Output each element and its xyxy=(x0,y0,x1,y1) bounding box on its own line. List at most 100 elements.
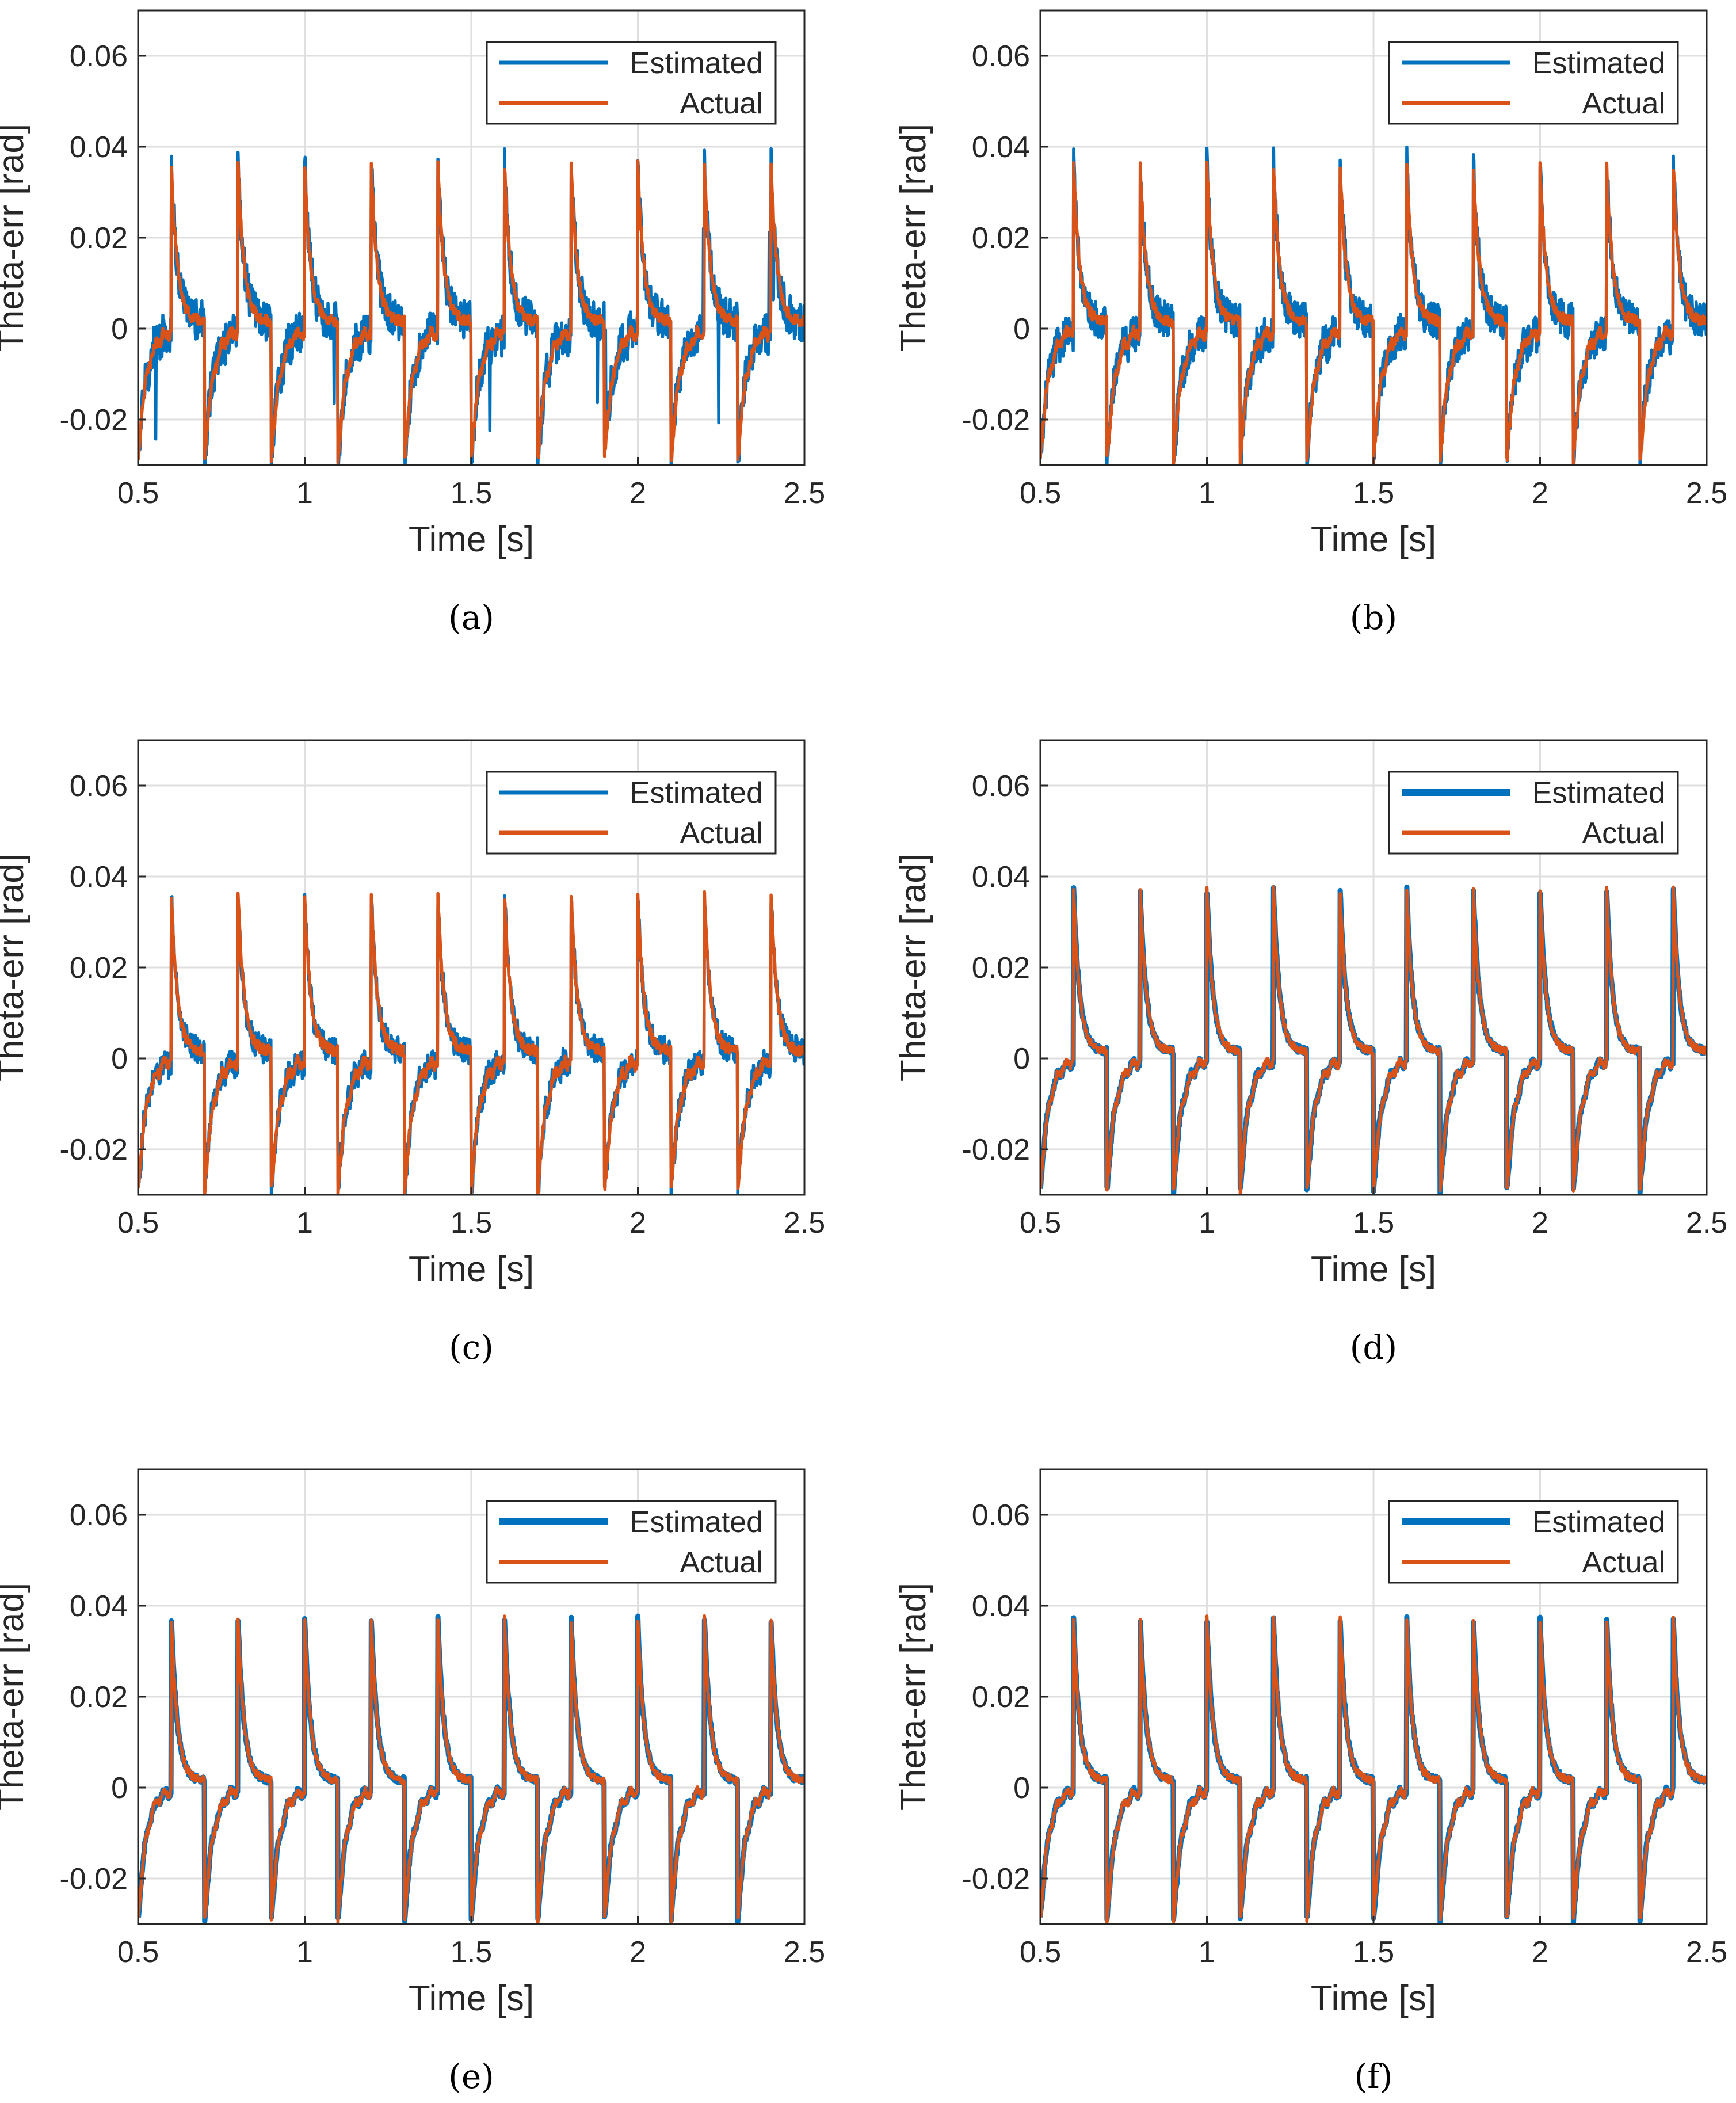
legend-label-actual: Actual xyxy=(680,87,763,120)
x-axis-label: Time [s] xyxy=(1311,1249,1436,1289)
legend-label-actual: Actual xyxy=(1582,1546,1665,1579)
x-tick-label: 0.5 xyxy=(117,1206,159,1240)
legend: Estimated Actual xyxy=(1388,1500,1679,1584)
legend-box xyxy=(486,771,777,855)
x-tick-label: 2.5 xyxy=(1686,1206,1727,1240)
y-tick-label: 0.02 xyxy=(972,951,1030,985)
chart-panel-b: 0.5 1 1.5 2 2.5 -0.02 0 0.02 0.04 0.06 Time [s] The… xyxy=(894,9,1727,637)
legend-box xyxy=(486,41,777,125)
y-tick-label: 0.02 xyxy=(70,222,128,255)
chart-panel-e: 0.5 1 1.5 2 2.5 -0.02 0 0.02 0.04 0.06 Time [s] The… xyxy=(0,1468,825,2096)
y-tick-label: 0.06 xyxy=(70,769,128,803)
legend-label-estimated: Estimated xyxy=(630,47,763,80)
y-tick-label: 0.04 xyxy=(70,1590,128,1623)
x-tick-label: 1.5 xyxy=(451,1206,492,1240)
y-tick-label: -0.02 xyxy=(962,1862,1030,1896)
x-tick-label: 1.5 xyxy=(1353,477,1394,510)
legend-label-estimated: Estimated xyxy=(630,776,763,810)
x-axis-label: Time [s] xyxy=(1311,520,1436,559)
panel-caption: (b) xyxy=(1350,598,1397,637)
legend-label-actual: Actual xyxy=(680,1546,763,1579)
legend-label-estimated: Estimated xyxy=(1532,47,1665,80)
legend: Estimated Actual xyxy=(1388,41,1679,125)
chart-panel-f: 0.5 1 1.5 2 2.5 -0.02 0 0.02 0.04 0.06 Time [s] The… xyxy=(894,1468,1727,2096)
x-axis-label: Time [s] xyxy=(409,520,534,559)
y-tick-label: 0.06 xyxy=(972,769,1030,803)
series-group xyxy=(1040,145,1707,465)
panel-caption: (d) xyxy=(1350,1328,1397,1367)
y-tick-label: 0 xyxy=(111,1042,128,1076)
y-tick-label: 0.04 xyxy=(972,1590,1030,1623)
y-tick-label: 0.02 xyxy=(972,222,1030,255)
legend: Estimated Actual xyxy=(486,41,777,125)
x-tick-label: 2.5 xyxy=(1686,477,1727,510)
legend-label-actual: Actual xyxy=(680,817,763,850)
x-tick-label: 1.5 xyxy=(1353,1936,1394,1969)
y-tick-label: -0.02 xyxy=(59,403,128,437)
y-tick-label: 0.06 xyxy=(972,40,1030,73)
series-group xyxy=(138,147,804,465)
x-tick-label: 0.5 xyxy=(1020,1206,1061,1240)
y-tick-label: 0.02 xyxy=(972,1681,1030,1714)
legend-label-estimated: Estimated xyxy=(1532,776,1665,810)
x-tick-label: 0.5 xyxy=(117,1936,159,1969)
y-tick-label: 0 xyxy=(1013,1042,1030,1076)
y-tick-label: 0 xyxy=(111,1771,128,1805)
y-axis-label: Theta-err [rad] xyxy=(894,124,933,352)
x-tick-label: 2 xyxy=(629,1206,646,1240)
chart-panel-a: 0.5 1 1.5 2 2.5 -0.02 0 0.02 0.04 0.06 Time [s] The… xyxy=(0,9,825,637)
y-tick-label: -0.02 xyxy=(59,1862,128,1896)
x-tick-label: 2 xyxy=(1532,1206,1548,1240)
y-tick-label: 0.06 xyxy=(70,1499,128,1532)
x-tick-label: 2 xyxy=(629,1936,646,1969)
y-tick-label: 0.06 xyxy=(972,1499,1030,1532)
x-tick-label: 1 xyxy=(1199,477,1215,510)
y-axis-label: Theta-err [rad] xyxy=(894,854,933,1081)
x-axis-label: Time [s] xyxy=(409,1249,534,1289)
x-axis-label: Time [s] xyxy=(1311,1979,1436,2018)
series-line-actual xyxy=(1040,160,1707,465)
x-tick-label: 2 xyxy=(1532,477,1548,510)
y-tick-label: 0 xyxy=(1013,313,1030,346)
chart-panel-d: 0.5 1 1.5 2 2.5 -0.02 0 0.02 0.04 0.06 Time [s] The… xyxy=(894,739,1727,1367)
x-tick-label: 0.5 xyxy=(117,477,159,510)
panel-caption: (c) xyxy=(449,1328,494,1367)
x-tick-label: 1 xyxy=(1199,1936,1215,1969)
x-tick-label: 1.5 xyxy=(1353,1206,1394,1240)
x-tick-label: 1.5 xyxy=(451,477,492,510)
y-tick-label: -0.02 xyxy=(962,1133,1030,1167)
y-tick-label: 0.04 xyxy=(972,131,1030,164)
series-line-actual xyxy=(138,159,804,465)
x-tick-label: 2.5 xyxy=(784,1936,825,1969)
y-tick-label: 0.04 xyxy=(70,131,128,164)
legend-label-actual: Actual xyxy=(1582,87,1665,120)
y-tick-label: 0 xyxy=(1013,1771,1030,1805)
y-tick-label: 0.02 xyxy=(70,951,128,985)
y-axis-label: Theta-err [rad] xyxy=(0,124,31,352)
x-tick-label: 0.5 xyxy=(1020,1936,1061,1969)
y-tick-label: -0.02 xyxy=(962,403,1030,437)
legend: Estimated Actual xyxy=(486,1500,777,1584)
x-tick-label: 2.5 xyxy=(784,1206,825,1240)
panel-caption: (f) xyxy=(1355,2057,1393,2096)
x-tick-label: 1 xyxy=(1199,1206,1215,1240)
x-tick-label: 1 xyxy=(296,1206,313,1240)
x-tick-label: 0.5 xyxy=(1020,477,1061,510)
y-axis-label: Theta-err [rad] xyxy=(894,1583,933,1811)
x-tick-label: 2 xyxy=(629,477,646,510)
x-axis-label: Time [s] xyxy=(409,1979,534,2018)
y-tick-label: 0.02 xyxy=(70,1681,128,1714)
chart-panel-c: 0.5 1 1.5 2 2.5 -0.02 0 0.02 0.04 0.06 Time [s] The… xyxy=(0,739,825,1367)
x-tick-label: 1.5 xyxy=(451,1936,492,1969)
legend-label-estimated: Estimated xyxy=(1532,1506,1665,1539)
y-tick-label: -0.02 xyxy=(59,1133,128,1167)
panel-caption: (e) xyxy=(448,2057,494,2096)
legend-box xyxy=(1388,1500,1679,1584)
y-tick-label: 0.04 xyxy=(70,860,128,894)
legend-box xyxy=(1388,41,1679,125)
y-tick-label: 0 xyxy=(111,313,128,346)
legend-label-estimated: Estimated xyxy=(630,1506,763,1539)
x-tick-label: 1 xyxy=(296,1936,313,1969)
x-tick-label: 1 xyxy=(296,477,313,510)
